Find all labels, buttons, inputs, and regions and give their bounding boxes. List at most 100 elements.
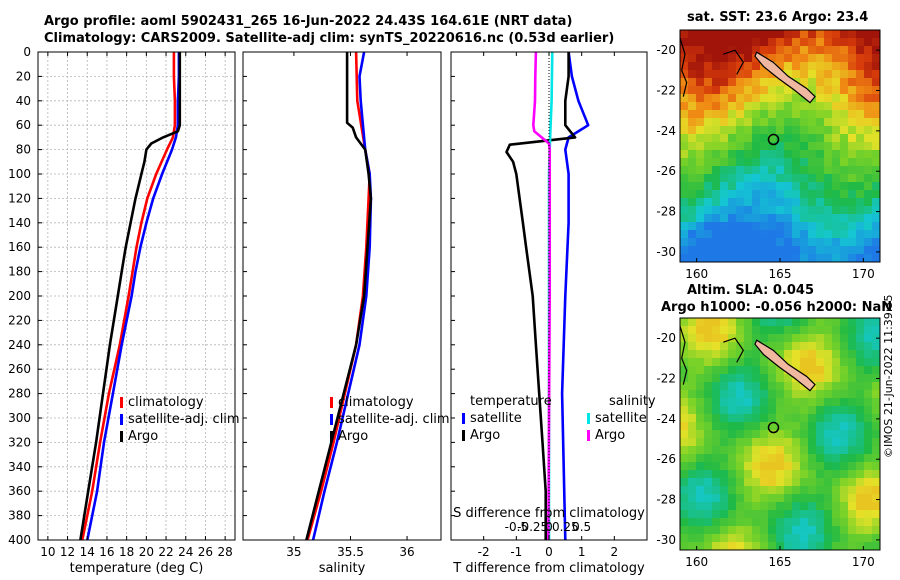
legend-header-salinity: salinity — [609, 394, 656, 409]
legend-label: Argo — [128, 429, 158, 444]
coastline — [680, 325, 688, 385]
y-tick-label: 0 — [23, 45, 31, 59]
x-axis-label: salinity — [319, 561, 366, 576]
legend-label: Argo — [338, 429, 368, 444]
x-tick-label: 28 — [218, 545, 233, 559]
y-tick-label: 280 — [8, 387, 31, 401]
x-tick-label: 1 — [578, 545, 586, 559]
map-y-tick-label: -24 — [656, 412, 676, 426]
map-y-tick-label: -28 — [656, 493, 676, 507]
map-y-tick-label: -26 — [656, 452, 676, 466]
legend-swatch — [587, 430, 590, 441]
top-tick-label: 0.5 — [572, 520, 591, 534]
legend-swatch — [462, 430, 465, 441]
y-tick-label: 40 — [16, 94, 31, 108]
profile-panel-difference: -2 -1 0 1 2 T difference from climatology -0.5… — [450, 51, 656, 576]
map-y-tick-label: -20 — [656, 43, 676, 57]
sla-map-title: Altim. SLA: 0.045 — [687, 283, 814, 298]
series-line-temperature-argo — [505, 52, 577, 540]
y-tick-label: 360 — [8, 484, 31, 498]
series-line-argo — [305, 52, 373, 541]
map-x-tick-label: 160 — [685, 555, 708, 569]
argo-float-marker — [767, 133, 780, 146]
x-tick-label: 0 — [545, 545, 553, 559]
x-tick-label: 14 — [80, 545, 95, 559]
island-new-caledonia — [754, 51, 816, 104]
x-axis-label: temperature (deg C) — [70, 561, 204, 576]
legend-label: climatology — [128, 395, 204, 410]
legend-label: Argo — [595, 428, 625, 443]
series-line-salinity-argo — [531, 51, 552, 541]
y-tick-label: 380 — [8, 509, 31, 523]
legend-label: satellite — [470, 411, 522, 426]
map-panel-sla: 160 165 170 -20 -22 -24 -26 -28 -30 — [656, 317, 881, 569]
series-line-climatology — [81, 52, 177, 541]
coastline — [680, 37, 688, 97]
y-tick-label: 80 — [16, 143, 31, 157]
map-y-tick-label: -22 — [656, 84, 676, 98]
map-y-tick-label: -20 — [656, 331, 676, 345]
y-tick-label: 20 — [16, 69, 31, 83]
series-line-satellite-adj-clim — [86, 52, 181, 541]
map-y-tick-label: -30 — [656, 533, 676, 547]
y-tick-label: 220 — [8, 313, 31, 327]
legend-header-temperature: temperature — [470, 394, 552, 409]
y-tick-label: 400 — [8, 533, 31, 547]
legend-swatch — [120, 431, 123, 442]
x-tick-label: 20 — [139, 545, 154, 559]
y-tick-label: 100 — [8, 167, 31, 181]
top-tick-label: 0.25 — [552, 520, 579, 534]
x-tick-label: 10 — [40, 545, 55, 559]
map-y-tick-label: -28 — [656, 205, 676, 219]
legend-swatch — [120, 397, 123, 408]
x-tick-label: -2 — [478, 545, 490, 559]
y-tick-label: 180 — [8, 265, 31, 279]
top-axis-label: S difference from climatology — [453, 506, 645, 521]
map-field — [680, 318, 880, 550]
y-tick-label: 200 — [8, 289, 31, 303]
legend-swatch — [120, 414, 123, 425]
legend-swatch — [587, 413, 590, 424]
island-new-caledonia — [754, 339, 816, 392]
series-line-satellite-adj-clim — [311, 51, 373, 541]
y-tick-label: 340 — [8, 460, 31, 474]
reef-outline — [723, 49, 745, 75]
series-line-argo — [79, 52, 182, 541]
x-tick-label: -1 — [510, 545, 522, 559]
x-tick-label: 22 — [158, 545, 173, 559]
legend-swatch — [330, 414, 333, 425]
map-x-tick-label: 160 — [685, 267, 708, 281]
x-tick-label: 18 — [119, 545, 134, 559]
x-axis-label: T difference from climatology — [452, 561, 645, 576]
y-tick-label: 260 — [8, 362, 31, 376]
y-tick-label: 60 — [16, 118, 31, 132]
x-tick-label: 36 — [399, 545, 414, 559]
legend-label: Argo — [470, 428, 500, 443]
top-tick-label: -0.25 — [517, 520, 548, 534]
profile-panel-salinity: 35 35.5 36 salinity climatology satellite-adj… — [242, 51, 450, 576]
legend-swatch — [330, 431, 333, 442]
figure-title-line2: Climatology: CARS2009. Satellite-adj cli… — [44, 31, 615, 46]
map-x-tick-label: 170 — [852, 267, 875, 281]
map-y-tick-label: -24 — [656, 124, 676, 138]
y-tick-label: 140 — [8, 216, 31, 230]
y-tick-label: 300 — [8, 411, 31, 425]
legend-label: satellite-adj. clim — [338, 412, 450, 427]
x-tick-label: 35.5 — [337, 545, 364, 559]
map-y-tick-label: -26 — [656, 164, 676, 178]
legend-label: satellite-adj. clim — [128, 412, 240, 427]
legend-swatch — [462, 413, 465, 424]
series-line-climatology — [306, 51, 372, 541]
map-panel-sst: 160 165 170 -20 -22 -24 -26 -28 -30 — [656, 29, 881, 281]
figure-title-line1: Argo profile: aoml 5902431_265 16-Jun-20… — [44, 14, 573, 29]
map-y-tick-label: -22 — [656, 372, 676, 386]
axes-frame — [242, 51, 442, 541]
reef-outline — [723, 337, 745, 363]
y-tick-label: 160 — [8, 240, 31, 254]
sst-map-title: sat. SST: 23.6 Argo: 23.4 — [687, 10, 869, 25]
map-field — [680, 30, 880, 262]
sla-map-subtitle: Argo h1000: -0.056 h2000: NaN — [661, 300, 893, 315]
profile-panel-temperature: 10 12 14 16 18 20 22 24 26 28 temperature (deg C) 0… — [8, 45, 240, 576]
y-tick-label: 240 — [8, 338, 31, 352]
legend-swatch — [330, 397, 333, 408]
